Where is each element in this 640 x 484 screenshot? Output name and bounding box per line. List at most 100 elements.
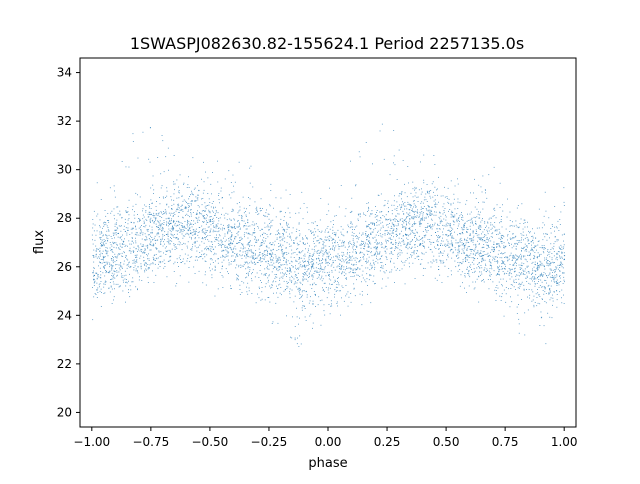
data-point [264, 215, 265, 217]
data-point [325, 262, 327, 264]
data-point [313, 222, 314, 224]
data-point [391, 227, 393, 229]
data-point [184, 207, 186, 209]
data-point [286, 270, 288, 271]
data-point [372, 237, 374, 239]
data-point [414, 237, 415, 238]
data-point [355, 235, 357, 237]
data-point [452, 202, 454, 204]
data-point [299, 287, 301, 289]
data-point [549, 291, 551, 293]
data-point [413, 223, 415, 224]
data-point [512, 255, 514, 257]
data-point [527, 221, 528, 223]
data-point [178, 197, 180, 199]
data-point [422, 240, 424, 242]
data-point [448, 268, 450, 269]
data-point [555, 258, 557, 260]
data-point [206, 248, 208, 249]
data-point [174, 222, 176, 224]
data-point [447, 276, 449, 278]
data-point [277, 296, 279, 298]
data-point [101, 232, 103, 234]
data-point [116, 206, 118, 208]
data-point [467, 259, 468, 261]
data-point [285, 212, 286, 214]
data-point [376, 246, 378, 248]
data-point [218, 258, 219, 260]
data-point [393, 236, 394, 238]
data-point [202, 198, 204, 199]
data-point [136, 270, 138, 272]
data-point [304, 305, 305, 307]
data-point [298, 346, 300, 347]
data-point [544, 291, 546, 293]
data-point [440, 252, 441, 254]
data-point [174, 244, 176, 245]
data-point [166, 204, 168, 206]
data-point [377, 253, 379, 254]
data-point [491, 224, 493, 226]
data-point [265, 283, 267, 285]
data-point [343, 261, 345, 263]
data-point [278, 262, 279, 264]
data-point [304, 316, 306, 318]
data-point [501, 266, 503, 268]
data-point [501, 296, 503, 298]
data-point [103, 222, 104, 224]
data-point [276, 261, 278, 263]
data-point [134, 262, 136, 264]
data-point [435, 232, 436, 233]
data-point [169, 255, 171, 257]
data-point [556, 256, 558, 258]
data-point [420, 193, 422, 195]
data-point [271, 284, 273, 285]
data-point [140, 219, 141, 221]
data-point [312, 322, 314, 324]
data-point [323, 254, 325, 256]
data-point [478, 234, 480, 236]
data-point [207, 222, 209, 223]
data-point [228, 229, 230, 231]
data-point [297, 244, 299, 246]
data-point [396, 225, 398, 227]
data-point [122, 290, 124, 292]
data-point [464, 246, 466, 248]
data-point [411, 225, 413, 227]
data-point [185, 200, 187, 202]
data-point [278, 232, 279, 234]
data-point [523, 246, 525, 248]
data-point [498, 268, 500, 270]
data-point [438, 225, 440, 226]
data-point [548, 265, 550, 267]
data-point [391, 232, 393, 234]
data-point [253, 255, 255, 257]
data-point [518, 284, 520, 285]
data-point [537, 241, 539, 242]
data-point [255, 241, 256, 243]
data-point [313, 249, 315, 250]
data-point [179, 207, 180, 209]
data-point [466, 255, 468, 257]
data-point [494, 259, 496, 260]
data-point [274, 254, 276, 255]
data-point [552, 261, 554, 263]
data-point [487, 222, 489, 224]
data-point [471, 249, 473, 250]
data-point [484, 222, 486, 224]
data-point [158, 222, 160, 224]
data-point [325, 240, 327, 241]
data-point [262, 208, 263, 209]
data-point [326, 214, 328, 215]
data-point [186, 202, 187, 203]
data-point [491, 233, 493, 235]
data-point [538, 294, 540, 296]
data-point [554, 236, 556, 238]
data-point [97, 275, 99, 277]
data-point [302, 273, 304, 274]
data-point [246, 261, 247, 263]
data-point [123, 225, 125, 227]
data-point [461, 227, 463, 228]
data-point [402, 160, 404, 161]
data-point [166, 276, 168, 278]
